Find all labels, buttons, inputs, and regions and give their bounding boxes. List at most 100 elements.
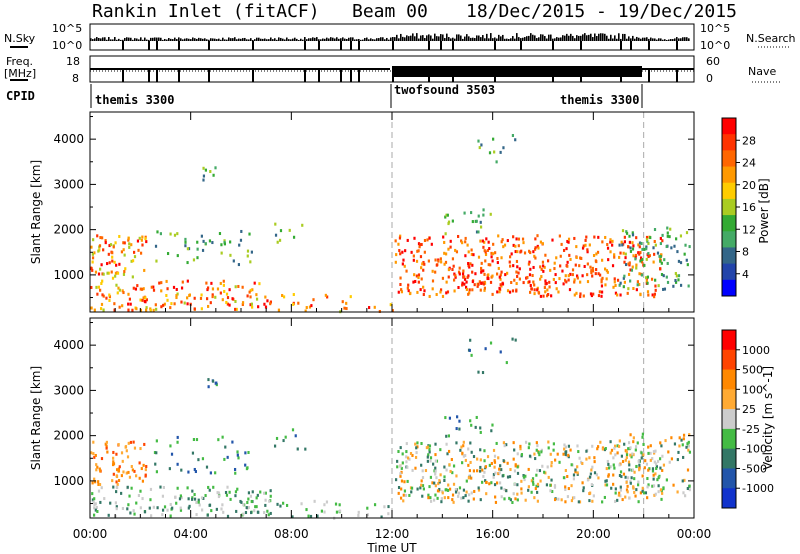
heatmap-cell bbox=[296, 447, 299, 451]
heatmap-cell bbox=[93, 251, 96, 255]
nsky-bar bbox=[190, 39, 192, 41]
nsky-bar bbox=[320, 39, 322, 41]
freq-tick-bottom: 8 bbox=[72, 72, 79, 85]
heatmap-cell bbox=[400, 288, 403, 292]
heatmap-cell bbox=[477, 214, 480, 218]
heatmap-cell bbox=[200, 307, 203, 311]
nsky-bar bbox=[492, 38, 494, 41]
heatmap-cell bbox=[202, 239, 205, 243]
heatmap-cell bbox=[373, 305, 376, 309]
heatmap-cell bbox=[402, 499, 405, 503]
heatmap-cell bbox=[606, 246, 610, 250]
heatmap-cell bbox=[187, 506, 190, 510]
heatmap-cell bbox=[544, 279, 547, 283]
heatmap-cell bbox=[445, 434, 448, 438]
heatmap-cell bbox=[145, 306, 148, 310]
heatmap-cell bbox=[186, 261, 189, 265]
heatmap-cell bbox=[639, 293, 642, 297]
nsky-gap-marker bbox=[494, 41, 496, 50]
heatmap-cell bbox=[522, 474, 525, 478]
heatmap-cell bbox=[580, 460, 583, 464]
heatmap-cell bbox=[641, 486, 644, 490]
heatmap-cell bbox=[443, 240, 446, 244]
heatmap-cell bbox=[637, 500, 640, 504]
heatmap-cell bbox=[564, 450, 567, 454]
heatmap-cell bbox=[515, 282, 518, 286]
heatmap-cell bbox=[237, 284, 240, 288]
heatmap-cell bbox=[638, 241, 642, 245]
heatmap-cell bbox=[93, 455, 96, 459]
heatmap-cell bbox=[115, 283, 118, 287]
heatmap-cell bbox=[662, 274, 665, 278]
heatmap-cell bbox=[492, 252, 495, 256]
heatmap-cell bbox=[343, 306, 346, 310]
heatmap-cell bbox=[269, 300, 273, 304]
heatmap-cell bbox=[536, 482, 540, 486]
heatmap-cell bbox=[142, 296, 145, 300]
heatmap-cell bbox=[680, 438, 683, 442]
heatmap-cell bbox=[263, 511, 266, 515]
heatmap-cell bbox=[225, 300, 228, 304]
heatmap-cell bbox=[621, 243, 624, 247]
nsky-bar bbox=[330, 37, 332, 41]
heatmap-cell bbox=[154, 303, 157, 307]
heatmap-cell bbox=[447, 247, 450, 251]
heatmap-cell bbox=[622, 276, 625, 280]
nsky-bar bbox=[204, 38, 206, 41]
heatmap-cell bbox=[383, 505, 386, 509]
colorbar-tick-label: 100 bbox=[742, 383, 763, 396]
nsky-bar bbox=[678, 38, 680, 41]
nsky-gap-marker bbox=[340, 41, 342, 50]
heatmap-cell bbox=[323, 510, 326, 514]
heatmap-cell bbox=[642, 442, 645, 446]
heatmap-cell bbox=[581, 462, 584, 466]
heatmap-cell bbox=[143, 510, 147, 514]
heatmap-cell bbox=[519, 447, 522, 451]
heatmap-cell bbox=[495, 481, 499, 485]
heatmap-cell bbox=[292, 235, 296, 239]
heatmap-cell bbox=[193, 307, 196, 311]
heatmap-cell bbox=[472, 497, 475, 501]
heatmap-cell bbox=[275, 436, 279, 440]
nsky-bar bbox=[638, 37, 640, 41]
nsky-bar bbox=[616, 38, 618, 41]
heatmap-cell bbox=[133, 469, 136, 473]
heatmap-cell bbox=[206, 297, 209, 301]
beam-label: Beam 00 bbox=[352, 1, 428, 22]
heatmap-cell bbox=[427, 445, 430, 449]
heatmap-cell bbox=[399, 496, 403, 500]
heatmap-cell bbox=[95, 505, 98, 509]
heatmap-cell bbox=[497, 266, 500, 270]
heatmap-cell bbox=[640, 242, 643, 246]
heatmap-cell bbox=[115, 475, 119, 479]
nsky-bar bbox=[348, 37, 350, 41]
heatmap-cell bbox=[404, 249, 407, 253]
heatmap-cell bbox=[686, 263, 689, 267]
heatmap-cell bbox=[653, 228, 657, 232]
heatmap-cell bbox=[127, 236, 130, 240]
heatmap-cell bbox=[644, 276, 648, 280]
heatmap-cell bbox=[140, 238, 143, 242]
heatmap-cell bbox=[228, 303, 231, 307]
nsky-bar bbox=[604, 33, 606, 41]
heatmap-cell bbox=[449, 245, 452, 249]
heatmap-cell bbox=[209, 301, 212, 305]
heatmap-cell bbox=[490, 481, 493, 485]
nsky-bar bbox=[302, 39, 304, 41]
heatmap-cell bbox=[538, 453, 541, 457]
heatmap-cell bbox=[297, 301, 300, 305]
heatmap-cell bbox=[670, 457, 674, 461]
heatmap-cell bbox=[470, 491, 473, 495]
heatmap-cell bbox=[611, 264, 615, 268]
heatmap-cell bbox=[514, 244, 517, 248]
heatmap-cell bbox=[440, 260, 443, 264]
heatmap-cell bbox=[624, 256, 627, 260]
colorbar-swatch bbox=[722, 468, 736, 489]
heatmap-cell bbox=[502, 441, 505, 445]
heatmap-cell bbox=[649, 451, 652, 455]
velocity-heatmap bbox=[90, 318, 692, 520]
heatmap-cell bbox=[502, 146, 505, 150]
heatmap-cell bbox=[546, 288, 549, 292]
heatmap-cell bbox=[492, 242, 495, 246]
heatmap-cell bbox=[400, 290, 404, 294]
